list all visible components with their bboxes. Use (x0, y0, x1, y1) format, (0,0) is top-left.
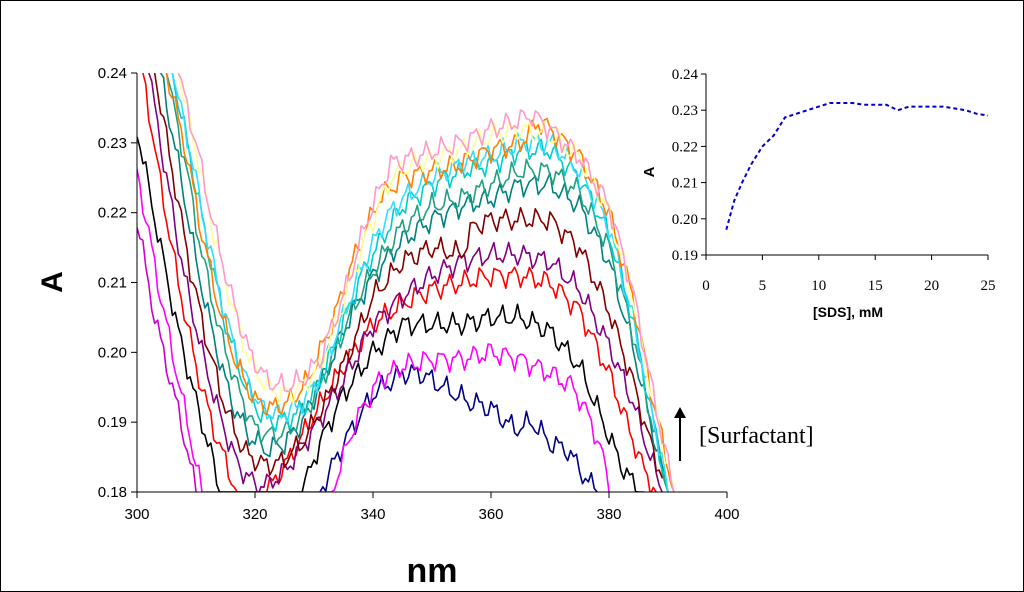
main-y-tick-label: 0.23 (98, 135, 127, 152)
inset-y-tick-label: 0.21 (672, 176, 698, 192)
inset-x-tick-label: 0 (702, 278, 710, 294)
inset-x-axis-label: [SDS], mM (813, 304, 883, 320)
inset-x-tick-label: 15 (868, 278, 883, 294)
main-series-line (137, 227, 197, 492)
main-series-line (177, 73, 675, 492)
main-y-tick-label: 0.18 (98, 484, 127, 501)
inset-y-axis-label: A (641, 166, 658, 177)
main-x-tick-label: 320 (242, 506, 267, 523)
main-x-tick-label: 300 (124, 506, 149, 523)
main-y-tick-label: 0.21 (98, 275, 127, 292)
surfactant-annotation: [Surfactant] (674, 407, 814, 461)
main-x-tick-label: 360 (478, 506, 503, 523)
main-y-tick-label: 0.19 (98, 414, 127, 431)
main-y-tick-label: 0.20 (98, 344, 127, 361)
inset-x-tick-label: 10 (811, 278, 826, 294)
main-series-line (177, 73, 675, 492)
main-series-line (148, 73, 663, 492)
main-series-line (319, 364, 598, 492)
main-y-tick-label: 0.22 (98, 205, 127, 222)
main-series-line (171, 73, 669, 492)
main-series-line (137, 168, 610, 492)
main-x-axis-label: nm (407, 552, 458, 590)
main-series-line (159, 73, 669, 492)
surfactant-arrow-head (674, 407, 686, 418)
inset-x-tick-label: 20 (924, 278, 939, 294)
main-x-tick-label: 340 (360, 506, 385, 523)
main-y-axis-label: A (36, 271, 69, 293)
main-y-tick-label: 0.24 (98, 65, 127, 82)
inset-y-tick-label: 0.22 (672, 139, 698, 155)
inset-y-tick-label: 0.24 (672, 67, 699, 83)
main-x-tick-label: 400 (714, 506, 739, 523)
inset-y-tick-label: 0.20 (672, 212, 698, 228)
main-series-line (137, 136, 645, 492)
inset-y-tick-label: 0.23 (672, 103, 698, 119)
surfactant-annotation-text: [Surfactant] (699, 423, 814, 449)
main-series-line (153, 73, 669, 492)
main-series-line (165, 73, 669, 492)
main-x-tick-label: 380 (596, 506, 621, 523)
inset-x-tick-label: 25 (981, 278, 996, 294)
inset-series-line (725, 102, 989, 230)
inset-x-tick-label: 5 (759, 278, 767, 294)
inset-y-tick-label: 0.19 (672, 248, 698, 264)
